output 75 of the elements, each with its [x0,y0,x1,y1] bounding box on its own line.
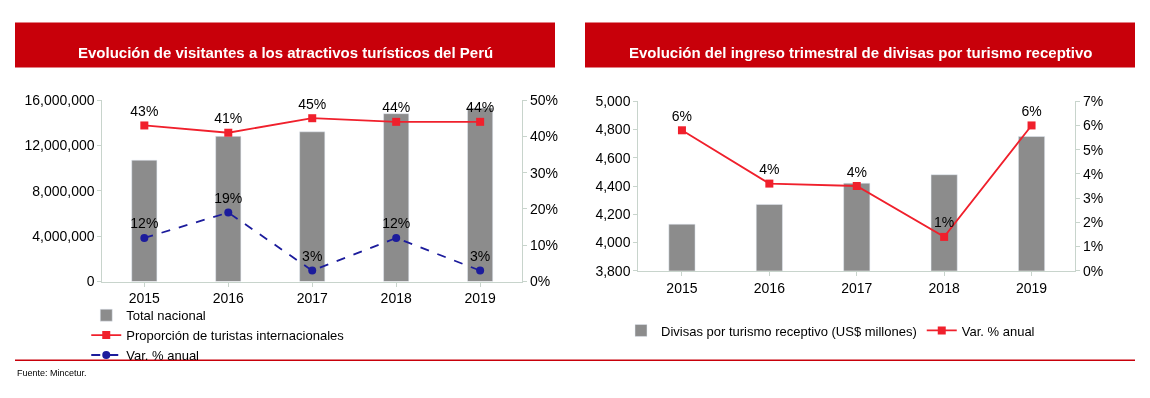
y2-tick-label: 10% [529,237,558,254]
data-label: 41% [214,110,243,127]
source-note: Fuente: Mincetur. [17,368,87,378]
data-label: 44% [466,99,495,116]
point [476,266,485,275]
y2-tick-label: 4% [1083,165,1104,182]
data-label: 6% [1021,102,1042,119]
data-label: 43% [130,102,159,119]
y2-tick-label: 0% [1083,262,1104,279]
x-tick-label: 2018 [928,279,960,296]
point [677,126,686,135]
point [852,182,861,191]
point [476,117,485,126]
legend-label: Divisas por turismo receptivo (US$ millones) [661,323,917,339]
x-tick-label: 2017 [841,279,873,296]
point [392,233,401,242]
chart-title: Evolución del ingreso trimestral de divisas por turismo receptivo [629,44,1093,61]
legend-label: Proporción de turistas internacionales [126,328,345,344]
y2-tick-label: 7% [1083,93,1104,110]
y-tick-label: 5,000 [595,93,631,110]
point [140,121,149,130]
point [224,128,233,137]
x-tick-label: 2015 [666,279,698,296]
data-label: 3% [470,248,491,265]
legend-label: Var. % anual [126,348,200,364]
data-label: 4% [846,163,867,180]
y-tick-label: 16,000,000 [24,91,95,108]
point [224,208,233,217]
x-tick-label: 2019 [1015,279,1048,296]
bar [299,131,326,282]
data-label: 45% [298,95,327,112]
y-tick-label: 4,600 [595,149,631,166]
x-tick-label: 2015 [128,290,161,307]
chart-title: Evolución de visitantes a los atractivos turísticos del Perú [78,44,494,61]
data-label: 3% [302,248,323,265]
bar [383,113,410,282]
y-tick-label: 4,000 [595,234,631,251]
y2-tick-label: 5% [1083,141,1104,158]
x-tick-label: 2018 [380,290,412,307]
y-tick-label: 0 [86,273,95,290]
y2-tick-label: 2% [1083,214,1104,231]
bar [215,136,242,282]
y-tick-label: 12,000,000 [24,137,95,154]
y2-tick-label: 40% [529,128,558,145]
y2-tick-label: 20% [529,200,558,217]
y2-tick-label: 3% [1083,190,1104,207]
y-tick-label: 8,000,000 [32,182,95,199]
y-tick-label: 3,800 [595,262,631,279]
x-tick-label: 2016 [753,279,786,296]
y-tick-label: 4,000,000 [32,228,95,245]
legend-label: Total nacional [126,308,206,324]
y2-tick-label: 1% [1083,238,1104,255]
y-tick-label: 4,800 [595,121,631,138]
y2-tick-label: 6% [1083,117,1104,134]
point [308,266,317,275]
bar [131,159,158,282]
data-label: 6% [671,107,693,124]
point [1027,121,1036,130]
x-tick-label: 2019 [464,290,496,307]
point [308,114,317,123]
data-label: 4% [759,161,780,178]
y2-tick-label: 50% [529,91,558,108]
point [140,233,149,242]
data-label: 44% [382,99,411,116]
point [392,117,401,126]
y2-tick-label: 30% [529,164,558,181]
y2-tick-label: 0% [529,273,551,290]
data-label: 1% [934,214,955,231]
point [765,179,774,188]
x-tick-label: 2017 [296,290,329,307]
point [940,232,949,241]
y-tick-label: 4,400 [595,177,631,194]
x-tick-label: 2016 [212,290,245,307]
legend-label: Var. % anual [961,323,1035,339]
y-tick-label: 4,200 [595,206,631,223]
